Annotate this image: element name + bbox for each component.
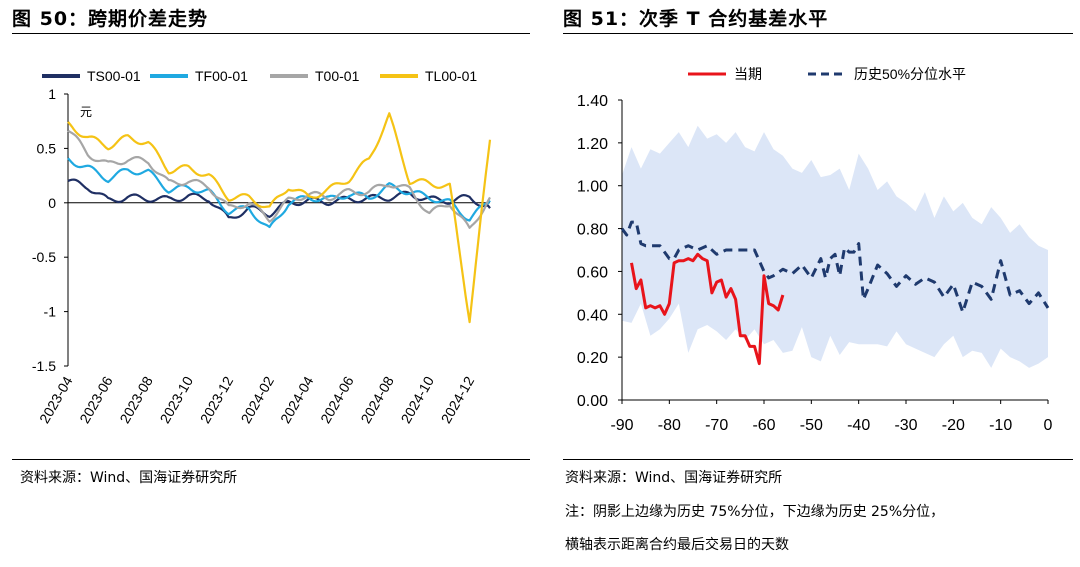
right-x-tick-label: -80 [658, 417, 681, 434]
left-x-tick-label: 2024-06 [317, 373, 357, 426]
left-x-tick-label: 2023-04 [36, 373, 76, 426]
right-x-tick-label: -70 [705, 417, 728, 434]
right-y-tick-label: 0.80 [577, 222, 608, 239]
right-note-line-2: 横轴表示距离合约最后交易日的天数 [565, 537, 789, 553]
left-series-line [67, 178, 491, 219]
left-x-tick-label: 2023-06 [76, 373, 116, 426]
right-y-tick-label: 1.20 [577, 136, 608, 153]
right-source-rule [563, 459, 1073, 460]
right-series-line [630, 252, 785, 366]
left-x-tick-label: 2024-04 [277, 373, 317, 426]
right-y-tick-label: 0.20 [577, 350, 608, 367]
right-y-tick-label: 0.60 [577, 264, 608, 281]
left-figure-title: 图 50：跨期价差走势 [12, 8, 209, 30]
left-series-line [67, 157, 491, 229]
right-percentile-band [622, 125, 1048, 368]
right-x-tick-label: -90 [610, 417, 633, 434]
left-x-tick-label: 2024-02 [238, 373, 278, 426]
left-y-tick-label: 1 [48, 86, 56, 102]
right-legend-label: 历史50%分位水平 [854, 66, 966, 82]
right-chart: 1.40 1.20 1.00 0.80 0.60 0.40 0.20 0.00-90 -80 -7… [577, 66, 1053, 434]
left-y-tick-label: 0 [48, 195, 56, 211]
left-series-line [67, 112, 492, 324]
right-y-tick-label: 0.00 [577, 393, 608, 410]
right-series-line [620, 220, 1050, 314]
left-series-line [67, 129, 491, 229]
right-title-rule [563, 33, 1073, 34]
left-unit-label: 元 [80, 105, 92, 119]
right-x-tick-label: -40 [847, 417, 870, 434]
right-y-tick-label: 1.00 [577, 179, 608, 196]
right-x-tick-label: -20 [942, 417, 965, 434]
left-y-tick-label: -1.5 [32, 358, 56, 374]
left-legend-label: TS00-01 [87, 68, 141, 84]
right-x-tick-label: -10 [989, 417, 1012, 434]
left-x-tick-label: 2024-08 [357, 373, 397, 426]
left-legend-label: TF00-01 [195, 68, 248, 84]
right-x-tick-label: -30 [894, 417, 917, 434]
left-y-tick-label: 0.5 [37, 140, 57, 156]
left-y-tick-label: -0.5 [32, 249, 56, 265]
right-figure-title: 图 51：次季 T 合约基差水平 [563, 8, 829, 30]
left-x-tick-label: 2023-10 [157, 373, 197, 426]
right-legend-label: 当期 [734, 66, 762, 82]
left-x-tick-label: 2024-10 [397, 373, 437, 426]
left-title-rule [12, 33, 530, 34]
right-y-tick-label: 1.40 [577, 93, 608, 110]
left-x-tick-label: 2024-12 [438, 373, 478, 426]
left-legend-label: T00-01 [315, 68, 360, 84]
right-source-text: 资料来源：Wind、国海证券研究所 [565, 470, 783, 486]
left-x-tick-label: 2023-08 [116, 373, 156, 426]
left-x-tick-label: 2023-12 [197, 373, 237, 426]
left-legend-label: TL00-01 [425, 68, 477, 84]
left-source-rule [12, 459, 530, 460]
right-note-line-1: 注：阴影上边缘为历史 75%分位，下边缘为历史 25%分位， [565, 504, 945, 520]
right-x-tick-label: -50 [800, 417, 823, 434]
left-y-tick-label: -1 [44, 304, 57, 320]
right-x-tick-label: -60 [752, 417, 775, 434]
left-source-text: 资料来源：Wind、国海证券研究所 [20, 470, 238, 486]
right-y-tick-label: 0.40 [577, 307, 608, 324]
right-x-tick-label: 0 [1044, 417, 1053, 434]
